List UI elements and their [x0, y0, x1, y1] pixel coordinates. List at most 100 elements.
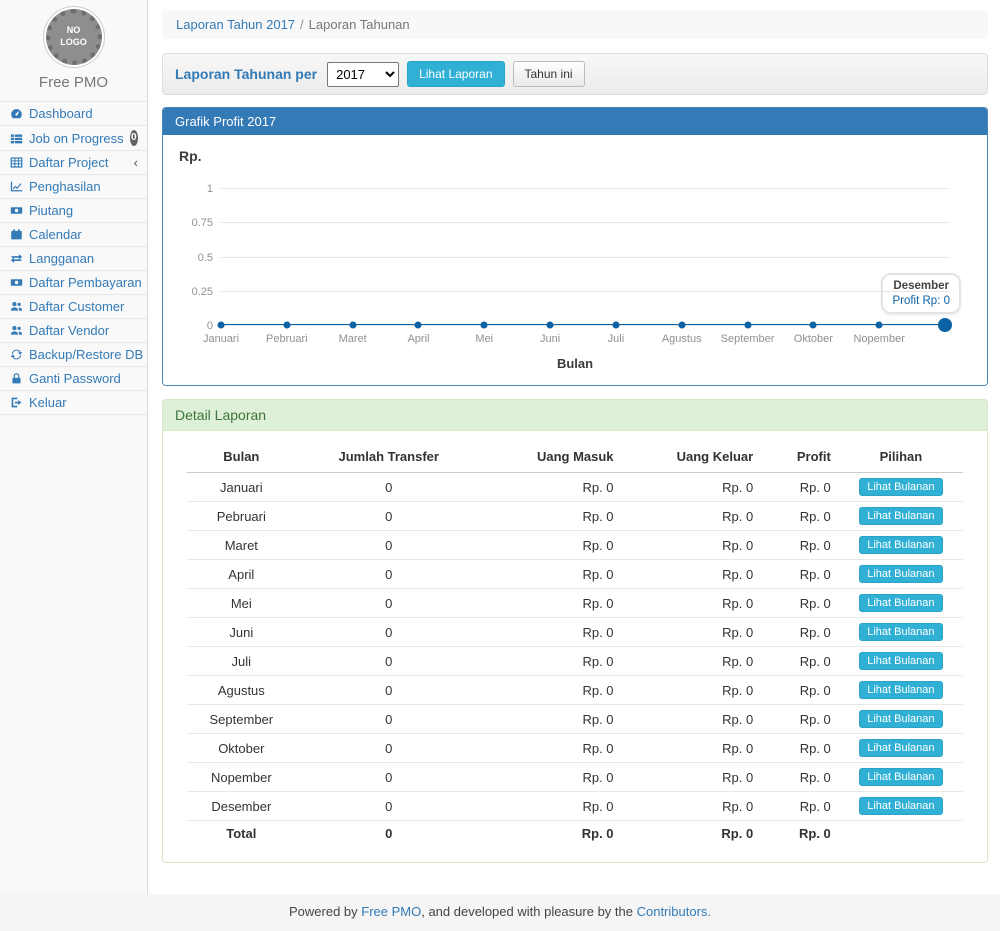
lihat-laporan-button[interactable]: Lihat Laporan	[407, 61, 505, 87]
cell-pilihan: Lihat Bulanan	[838, 762, 963, 792]
sidebar: NO LOGO Free PMO Dashboard Job on Progres…	[0, 0, 148, 894]
cell-keluar: Rp. 0	[621, 530, 762, 560]
cell-bulan: Januari	[187, 472, 296, 502]
sidebar-item-ganti-password[interactable]: Ganti Password	[0, 366, 147, 390]
exchange-icon	[9, 252, 23, 266]
cell-transfer: 0	[295, 559, 482, 589]
cell-bulan: September	[187, 704, 296, 734]
footer-freepmo-link[interactable]: Free PMO	[361, 904, 422, 919]
lihat-bulanan-button[interactable]: Lihat Bulanan	[859, 565, 943, 583]
lihat-bulanan-button[interactable]: Lihat Bulanan	[859, 797, 943, 815]
cell-masuk: Rp. 0	[481, 559, 622, 589]
x-tick-label: September	[720, 333, 775, 345]
year-select[interactable]: 2017	[327, 61, 400, 87]
filter-bar: Laporan Tahunan per 2017 Lihat Laporan T…	[162, 53, 988, 95]
cell-pilihan: Lihat Bulanan	[838, 733, 963, 763]
cell-transfer: 0	[295, 530, 482, 560]
data-point-september[interactable]	[744, 321, 752, 329]
sidebar-item-piutang[interactable]: Piutang	[0, 198, 147, 222]
sidebar-item-job-on-progress[interactable]: Job on Progress 0	[0, 125, 147, 150]
lihat-bulanan-button[interactable]: Lihat Bulanan	[859, 623, 943, 641]
cell-profit: Rp. 0	[761, 530, 839, 560]
data-point-nopember[interactable]	[875, 321, 883, 329]
lihat-bulanan-button[interactable]: Lihat Bulanan	[859, 768, 943, 786]
y-tick-label: 1	[206, 183, 213, 195]
sidebar-item-dashboard[interactable]: Dashboard	[0, 101, 147, 125]
lihat-bulanan-button[interactable]: Lihat Bulanan	[859, 594, 943, 612]
table-row: Juni 0 Rp. 0 Rp. 0 Rp. 0 Lihat Bulanan	[187, 617, 963, 647]
brand-name: Free PMO	[38, 74, 109, 91]
sidebar-item-keluar[interactable]: Keluar	[0, 390, 147, 414]
detail-panel: Detail Laporan Bulan Jumlah Transfer Uan…	[162, 399, 988, 863]
sidebar-item-daftar-vendor[interactable]: Daftar Vendor	[0, 318, 147, 342]
sidebar-menu: Dashboard Job on Progress 0 Daftar Project ‹…	[0, 101, 147, 415]
dashboard-icon	[9, 107, 23, 121]
chart-panel-body: Rp. Desember Profit Rp: 0 1 0.75 0.5 0.25 0 J…	[163, 135, 987, 385]
lihat-bulanan-button[interactable]: Lihat Bulanan	[859, 652, 943, 670]
sign-out-icon	[9, 396, 23, 410]
cell-keluar: Rp. 0	[621, 617, 762, 647]
cell-transfer: 0	[295, 791, 482, 821]
cell-bulan: Juni	[187, 617, 296, 647]
table-row: Mei 0 Rp. 0 Rp. 0 Rp. 0 Lihat Bulanan	[187, 588, 963, 618]
tooltip-month: Desember	[893, 280, 950, 292]
data-point-juni[interactable]	[546, 321, 554, 329]
cell-bulan: Agustus	[187, 675, 296, 705]
lihat-bulanan-button[interactable]: Lihat Bulanan	[859, 478, 943, 496]
lihat-bulanan-button[interactable]: Lihat Bulanan	[859, 710, 943, 728]
cell-transfer: 0	[295, 588, 482, 618]
sidebar-item-langganan[interactable]: Langganan	[0, 246, 147, 270]
col-transfer: Jumlah Transfer	[295, 441, 482, 473]
lihat-bulanan-button[interactable]: Lihat Bulanan	[859, 681, 943, 699]
lihat-bulanan-button[interactable]: Lihat Bulanan	[859, 507, 943, 525]
cell-pilihan: Lihat Bulanan	[838, 501, 963, 531]
tahun-ini-button[interactable]: Tahun ini	[512, 61, 585, 87]
list-icon	[9, 131, 23, 145]
footer-contributors-link[interactable]: Contributors.	[636, 904, 712, 919]
table-row: September 0 Rp. 0 Rp. 0 Rp. 0 Lihat Bulanan	[187, 704, 963, 734]
sidebar-item-penghasilan[interactable]: Penghasilan	[0, 174, 147, 198]
gridline: 0.25	[192, 286, 949, 298]
cell-transfer: 0	[295, 762, 482, 792]
cell-masuk: Rp. 0	[481, 472, 622, 502]
table-row: April 0 Rp. 0 Rp. 0 Rp. 0 Lihat Bulanan	[187, 559, 963, 589]
cell-profit: Rp. 0	[761, 733, 839, 763]
col-keluar: Uang Keluar	[621, 441, 762, 473]
sidebar-item-label: Daftar Customer	[29, 299, 125, 314]
col-bulan: Bulan	[187, 441, 296, 473]
sidebar-item-daftar-pembayaran[interactable]: Daftar Pembayaran	[0, 270, 147, 294]
sidebar-item-label: Daftar Pembayaran	[29, 275, 142, 290]
detail-panel-title: Detail Laporan	[163, 400, 987, 431]
sidebar-item-daftar-customer[interactable]: Daftar Customer	[0, 294, 147, 318]
data-point-pebruari[interactable]	[283, 321, 291, 329]
breadcrumb-link-laporan-tahun[interactable]: Laporan Tahun 2017	[176, 17, 296, 32]
main-content: Laporan Tahun 2017 / Laporan Tahunan Lapor…	[148, 0, 1000, 894]
data-point-oktober[interactable]	[809, 321, 817, 329]
sidebar-item-calendar[interactable]: Calendar	[0, 222, 147, 246]
sidebar-item-daftar-project[interactable]: Daftar Project ‹	[0, 150, 147, 174]
breadcrumb: Laporan Tahun 2017 / Laporan Tahunan	[162, 10, 988, 39]
data-point-maret[interactable]	[349, 321, 357, 329]
data-point-mei[interactable]	[480, 321, 488, 329]
gridline: 0.75	[192, 217, 949, 229]
footer: Powered by Free PMO, and developed with …	[0, 894, 1000, 931]
sidebar-item-backup-restore-db[interactable]: Backup/Restore DB	[0, 342, 147, 366]
cell-transfer: 0	[295, 617, 482, 647]
data-point-januari[interactable]	[217, 321, 225, 329]
chart-tooltip: Desember Profit Rp: 0	[881, 273, 961, 314]
money-icon	[9, 276, 23, 290]
data-point-agustus[interactable]	[678, 321, 686, 329]
no-logo-badge: NO LOGO	[45, 9, 102, 65]
lihat-bulanan-button[interactable]: Lihat Bulanan	[859, 739, 943, 757]
data-point-desember[interactable]	[938, 318, 952, 332]
cell-pilihan: Lihat Bulanan	[838, 530, 963, 560]
sidebar-item-label: Keluar	[29, 395, 67, 410]
x-axis-label: Bulan	[556, 356, 594, 371]
lihat-bulanan-button[interactable]: Lihat Bulanan	[859, 536, 943, 554]
gridline: 0.5	[198, 252, 949, 264]
x-tick-label: Juni	[539, 333, 561, 345]
cell-transfer: 0	[295, 733, 482, 763]
data-point-april[interactable]	[414, 321, 422, 329]
data-point-juli[interactable]	[612, 321, 620, 329]
y-axis-label: Rp.	[179, 148, 202, 164]
